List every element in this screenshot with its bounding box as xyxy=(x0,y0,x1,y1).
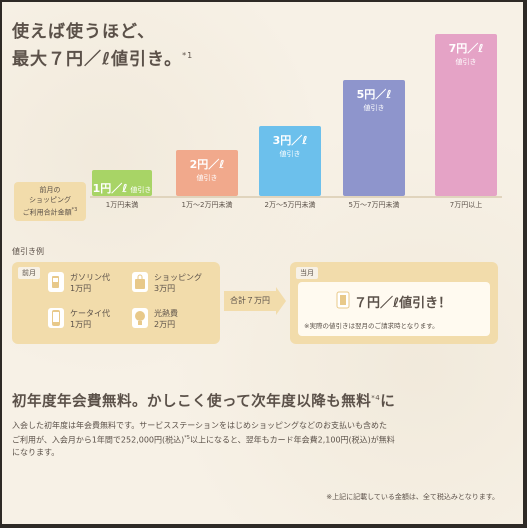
item-shopping-amount: 3万円 xyxy=(154,284,176,293)
fee-title-end: に xyxy=(380,394,396,410)
item-mobile-amount: 1万円 xyxy=(70,320,92,329)
bar-rate-label: 5円／ℓ xyxy=(356,88,392,101)
fee-body-line2: ご利用が、入会月から1年間で252,000円(税込)*5以上になると、翌年もカー… xyxy=(12,432,512,447)
bar-text: 3円／ℓ 値引き xyxy=(259,126,321,159)
fee-title: 初年度年会費無料。かしこく使って次年度以降も無料*4に xyxy=(12,390,395,411)
fee-title-mark: *4 xyxy=(371,394,381,403)
bar-sub-label: 値引き xyxy=(130,186,152,194)
item-utility-name: 光熱費 xyxy=(154,309,178,318)
chart-bar: 5円／ℓ 値引き xyxy=(343,80,405,196)
axis-label: 前月の ショッピング ご利用合計金額*3 xyxy=(14,182,86,221)
fuel-pump-icon-svg xyxy=(52,276,59,288)
fee-body-line2-mark: *5 xyxy=(184,435,190,441)
heading-line2: 最大７円／ℓ値引き。*1 xyxy=(12,44,193,72)
chart-baseline xyxy=(90,196,502,198)
chart-bar: 7円／ℓ 値引き xyxy=(435,33,497,196)
chart-bar: 2円／ℓ 値引き xyxy=(176,149,238,196)
bar-sub-label: 値引き xyxy=(455,57,477,66)
chart-bar: 3円／ℓ 値引き xyxy=(259,126,321,196)
bar-rate-label: 1円／ℓ xyxy=(92,182,128,195)
item-shopping: ショッピング 3万円 xyxy=(154,272,202,294)
result-note: ※実際の値引きは翌月のご請求時となります。 xyxy=(304,322,439,330)
chart-bar: 1円／ℓ 値引き xyxy=(92,170,152,196)
bar-text: 7円／ℓ 値引き xyxy=(435,34,497,67)
item-fuel-name: ガソリン代 xyxy=(70,273,110,282)
footnote: ※上記に記載している金額は、全て税込みとなります。 xyxy=(326,493,499,501)
main-heading: 使えば使うほど、 最大７円／ℓ値引き。*1 xyxy=(12,20,193,72)
light-bulb-icon-svg xyxy=(135,311,145,325)
item-utility: 光熱費 2万円 xyxy=(154,308,178,330)
result-text: ７円／ℓ値引き！ xyxy=(354,296,452,311)
item-utility-amount: 2万円 xyxy=(154,320,176,329)
axis-label-line3-text: ご利用合計金額 xyxy=(22,208,72,217)
mobile-phone-icon xyxy=(48,308,64,328)
fee-body-line2a: ご利用が、入会月から1年間で252,000円(税込) xyxy=(12,435,185,445)
item-fuel: ガソリン代 1万円 xyxy=(70,272,110,294)
category-label: 1万円未満 xyxy=(105,201,139,209)
mobile-phone-icon-svg xyxy=(52,310,60,326)
page: 使えば使うほど、 最大７円／ℓ値引き。*1 前月の ショッピング ご利用合計金額… xyxy=(2,2,523,524)
bar-sub-label: 値引き xyxy=(279,150,301,159)
fee-body-line2b: 以上になると、翌年もカード年会費2,100円(税込)が無料 xyxy=(189,435,395,445)
axis-label-line1: 前月の xyxy=(39,186,61,194)
shopping-bag-icon xyxy=(132,272,148,292)
bar-text: 2円／ℓ 値引き xyxy=(176,150,238,183)
fee-body: 入会した初年度は年会費無料です。サービスステーションをはじめショッピングなどのお… xyxy=(12,420,512,459)
item-mobile-name: ケータイ代 xyxy=(70,309,110,318)
total-label: 合計７万円 xyxy=(230,296,270,305)
item-shopping-name: ショッピング xyxy=(154,273,202,282)
heading-line1: 使えば使うほど、 xyxy=(12,22,156,42)
fee-body-line1: 入会した初年度は年会費無料です。サービスステーションをはじめショッピングなどのお… xyxy=(12,421,388,430)
bar-sub-label: 値引き xyxy=(196,173,218,182)
light-bulb-icon xyxy=(132,308,148,328)
example-label: 値引き例 xyxy=(12,247,44,256)
fuel-pump-icon xyxy=(48,272,64,292)
shopping-bag-icon-svg xyxy=(135,274,145,289)
bar-rate-label: 2円／ℓ xyxy=(189,157,225,171)
category-label: 1万～2万円未満 xyxy=(181,201,233,209)
current-month-tag: 当月 xyxy=(296,267,318,279)
bar-rate-label: 3円／ℓ xyxy=(272,134,308,148)
bar-text: 1円／ℓ 値引き xyxy=(92,170,152,196)
item-fuel-amount: 1万円 xyxy=(70,284,92,293)
category-label: 2万～5万円未満 xyxy=(264,201,316,209)
previous-month-panel: 前月 ガソリン代 1万円 ショッピング 3万円 ケータイ代 1万円 光熱費 2万… xyxy=(12,262,220,344)
category-label: 5万～7万円未満 xyxy=(348,201,400,209)
result-box: ７円／ℓ値引き！ ※実際の値引きは翌月のご請求時となります。 xyxy=(298,282,490,336)
axis-label-line2: ショッピング xyxy=(29,196,71,204)
axis-label-line3: ご利用合計金額*3 xyxy=(14,205,86,217)
current-month-panel: 当月 ７円／ℓ値引き！ ※実際の値引きは翌月のご請求時となります。 xyxy=(290,262,498,344)
bar-sub-label: 値引き xyxy=(363,104,385,112)
item-mobile: ケータイ代 1万円 xyxy=(70,308,110,330)
arrow-head-icon xyxy=(276,287,286,315)
heading-note-mark: *1 xyxy=(182,51,194,60)
total-arrow: 合計７万円 xyxy=(224,291,276,311)
fuel-pump-icon xyxy=(336,291,350,309)
fee-title-text: 初年度年会費無料。かしこく使って次年度以降も無料 xyxy=(12,394,372,410)
previous-month-tag: 前月 xyxy=(18,267,40,279)
heading-line2-text: 最大７円／ℓ値引き。 xyxy=(12,49,183,70)
bar-rate-label: 7円／ℓ xyxy=(448,41,484,55)
fee-body-line3: になります。 xyxy=(12,447,60,457)
category-label: 7万円以上 xyxy=(449,201,483,209)
bar-text: 5円／ℓ 値引き xyxy=(343,80,405,113)
axis-label-note-mark: *3 xyxy=(71,207,78,213)
